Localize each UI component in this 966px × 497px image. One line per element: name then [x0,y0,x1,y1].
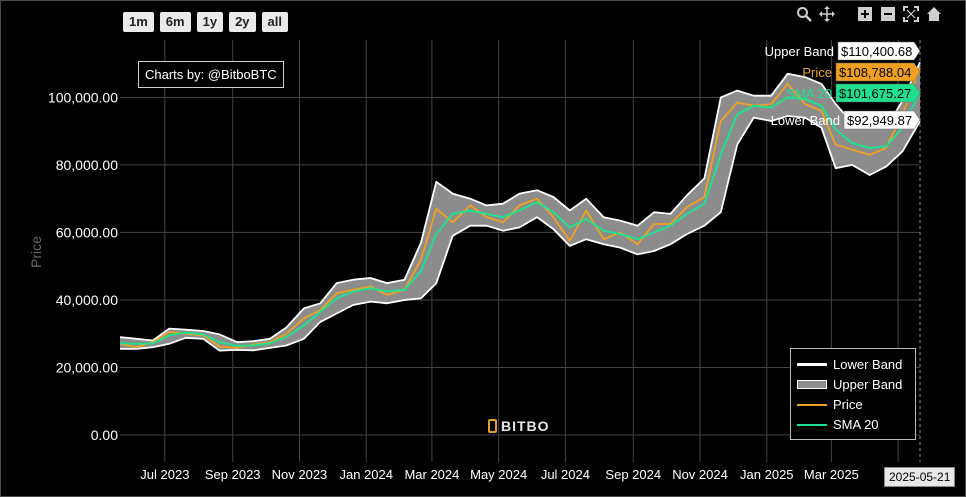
x-tick-label: Jul 2023 [140,467,189,482]
x-tick-label: Mar 2025 [804,467,859,482]
hover-label-name: Price [802,65,832,80]
y-tick-label: 20,000.00 [56,359,118,375]
bitbo-watermark: BITBO [488,418,550,434]
chart-legend: Lower Band Upper Band Price SMA 20 [790,348,916,440]
legend-label: Upper Band [833,377,903,392]
y-tick-label: 60,000.00 [56,224,118,240]
y-tick-label: 40,000.00 [56,292,118,308]
legend-item-sma-20[interactable]: SMA 20 [797,417,879,432]
zoom-icon[interactable] [796,6,812,22]
sma-20-line [119,91,921,347]
range-button-2y[interactable]: 2y [229,12,256,32]
x-tick-label: Nov 2023 [272,467,328,482]
chart-toolbar [796,6,942,22]
legend-item-price[interactable]: Price [797,397,863,412]
lower-band-line [120,115,921,352]
x-tick-label: Jul 2024 [541,467,590,482]
range-button-all[interactable]: all [261,12,288,32]
x-axis-ticks: Jul 2023 Sep 2023 Nov 2023 Jan 2024 Mar 2024… [140,467,908,482]
lower-band-swatch [797,363,827,366]
legend-item-lower-band[interactable]: Lower Band [797,357,902,372]
x-tick-label: Sep 2024 [605,467,661,482]
hover-label-value: $110,400.68 [841,44,912,59]
x-tick-label: Jan 2024 [339,467,393,482]
pan-icon[interactable] [819,6,835,22]
autoscale-icon[interactable] [903,6,919,22]
chart-credit: Charts by: @BitboBTC [138,61,284,88]
y-tick-label: 100,000.00 [48,89,118,105]
zoom-in-icon[interactable] [857,6,873,22]
legend-label: Lower Band [833,357,903,372]
price-swatch [797,403,827,406]
hover-date-label: 2025-05-21 [884,467,956,487]
sma-swatch [797,423,827,426]
hover-label-box [835,83,921,103]
upper-band-line [119,61,921,344]
y-axis-label: Price [28,236,44,268]
hover-label-box [835,62,921,82]
hover-label-box [837,41,921,61]
hover-label-name: SMA 20 [786,86,832,101]
legend-label: Price [833,397,863,412]
watermark-text: BITBO [501,418,550,434]
bitbo-logo-icon [488,419,497,433]
hover-label-name: Lower Band [771,113,840,128]
x-tick-label: Nov 2024 [672,467,728,482]
range-button-1y[interactable]: 1y [196,12,224,32]
legend-item-upper-band[interactable]: Upper Band [797,377,902,392]
hover-label-name: Upper Band [765,44,834,59]
bollinger-band-area [120,62,920,351]
x-tick-label: May 2024 [470,467,527,482]
y-tick-label: 80,000.00 [56,157,118,173]
x-tick-label: Mar 2024 [404,467,459,482]
range-selector: 1m 6m 1y 2y all [123,12,288,32]
x-tick-label: Jan 2025 [740,467,794,482]
hover-label-box [843,110,921,130]
hover-label-value: $108,788.04 [839,65,911,80]
range-button-1m[interactable]: 1m [123,12,154,32]
zoom-out-icon[interactable] [880,6,896,22]
hover-label-value: $92,949.87 [847,113,912,128]
x-tick-label: Sep 2023 [205,467,261,482]
home-icon[interactable] [926,6,942,22]
hover-label-value: $101,675.27 [839,86,911,101]
y-tick-label: 0.00 [91,427,118,443]
hover-labels: $110,400.68 Upper Band $108,788.04 Price $10… [765,41,921,130]
range-button-6m[interactable]: 6m [159,12,191,32]
y-axis-ticks: 0.00 20,000.00 40,000.00 60,000.00 80,000.00… [48,89,118,443]
legend-label: SMA 20 [833,417,879,432]
upper-band-swatch [797,380,827,389]
